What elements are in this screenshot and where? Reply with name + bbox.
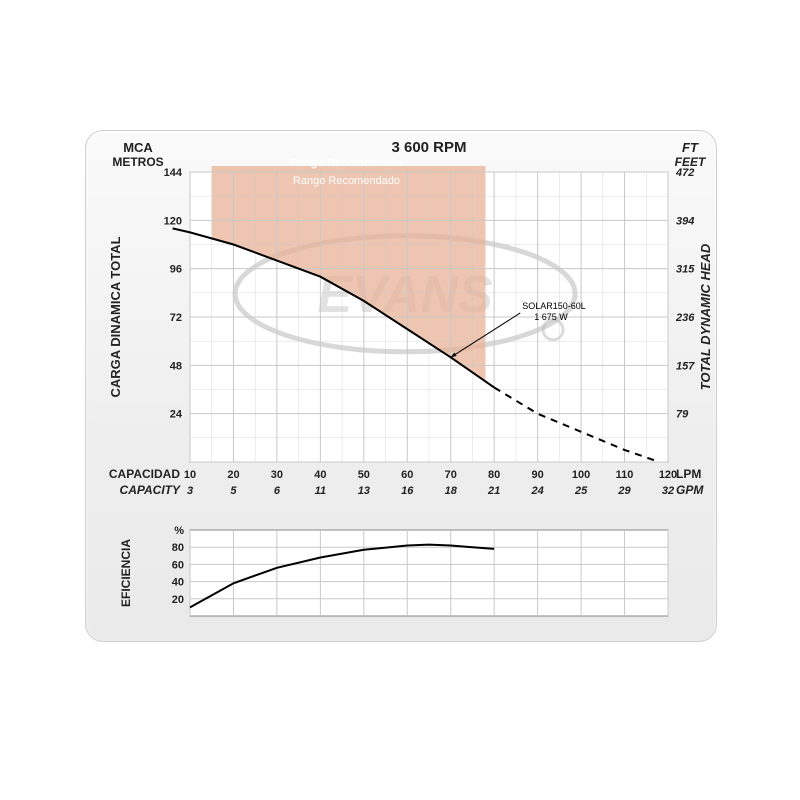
xtick-gpm: 32 xyxy=(662,485,674,497)
callout-model: SOLAR150-60L xyxy=(522,301,586,311)
xtick-gpm: 5 xyxy=(230,485,237,497)
xtick-lpm: 80 xyxy=(488,469,500,481)
xtick-lpm: 40 xyxy=(314,469,326,481)
chart-svg: EVANSSOLAR150-60L1 675 W3 600 RPMMCAMETR… xyxy=(0,0,800,800)
ytick-m: 96 xyxy=(170,264,182,276)
eff-unit: % xyxy=(174,525,184,537)
ytick-m: 144 xyxy=(164,167,183,179)
ytick-ft: 472 xyxy=(675,167,694,179)
right-vertical-title: TOTAL DYNAMIC HEAD xyxy=(698,243,713,390)
recommended-range-label-2: Rango Recomendado xyxy=(293,175,400,187)
ytick-m: 120 xyxy=(164,215,182,227)
callout-watts: 1 675 W xyxy=(534,312,568,322)
capacity-label-en: CAPACITY xyxy=(120,483,181,497)
xtick-lpm: 120 xyxy=(659,469,677,481)
capacity-label-es: CAPACIDAD xyxy=(109,467,180,481)
ytick-ft: 236 xyxy=(675,312,695,324)
ytick-ft: 394 xyxy=(676,215,694,227)
ytick-ft: 157 xyxy=(676,360,695,372)
ytick-ft: 315 xyxy=(676,264,695,276)
xtick-gpm: 6 xyxy=(274,485,281,497)
xtick-gpm: 25 xyxy=(574,485,588,497)
xtick-gpm: 3 xyxy=(187,485,193,497)
xtick-gpm: 21 xyxy=(487,485,500,497)
unit-gpm: GPM xyxy=(676,483,704,497)
eff-ytick: 80 xyxy=(172,542,184,554)
right-axis-label-top: FT xyxy=(682,140,699,155)
xtick-gpm: 13 xyxy=(358,485,370,497)
eff-axis-title: EFICIENCIA xyxy=(119,539,133,607)
ytick-ft: 79 xyxy=(676,409,689,421)
xtick-lpm: 110 xyxy=(616,469,634,481)
xtick-gpm: 18 xyxy=(445,485,458,497)
xtick-lpm: 10 xyxy=(184,469,196,481)
xtick-lpm: 70 xyxy=(445,469,457,481)
xtick-lpm: 50 xyxy=(358,469,370,481)
xtick-gpm: 11 xyxy=(315,485,326,497)
ytick-m: 24 xyxy=(170,409,183,421)
xtick-lpm: 100 xyxy=(572,469,590,481)
ytick-m: 48 xyxy=(170,360,182,372)
eff-ytick: 60 xyxy=(172,559,184,571)
xtick-gpm: 29 xyxy=(617,485,631,497)
xtick-lpm: 20 xyxy=(227,469,239,481)
xtick-lpm: 90 xyxy=(532,469,544,481)
left-vertical-title: CARGA DINAMICA TOTAL xyxy=(108,236,123,397)
eff-ytick: 20 xyxy=(172,594,184,606)
unit-lpm: LPM xyxy=(676,467,701,481)
xtick-lpm: 30 xyxy=(271,469,283,481)
eff-ytick: 40 xyxy=(172,577,184,589)
left-axis-label-top: MCA xyxy=(123,140,153,155)
chart-title: 3 600 RPM xyxy=(391,139,466,156)
xtick-lpm: 60 xyxy=(401,469,413,481)
xtick-gpm: 16 xyxy=(401,485,414,497)
xtick-gpm: 24 xyxy=(531,485,544,497)
recommended-range-label: Rango Recomendado xyxy=(290,157,403,169)
left-axis-label-bottom: METROS xyxy=(112,155,163,169)
ytick-m: 72 xyxy=(170,312,182,324)
